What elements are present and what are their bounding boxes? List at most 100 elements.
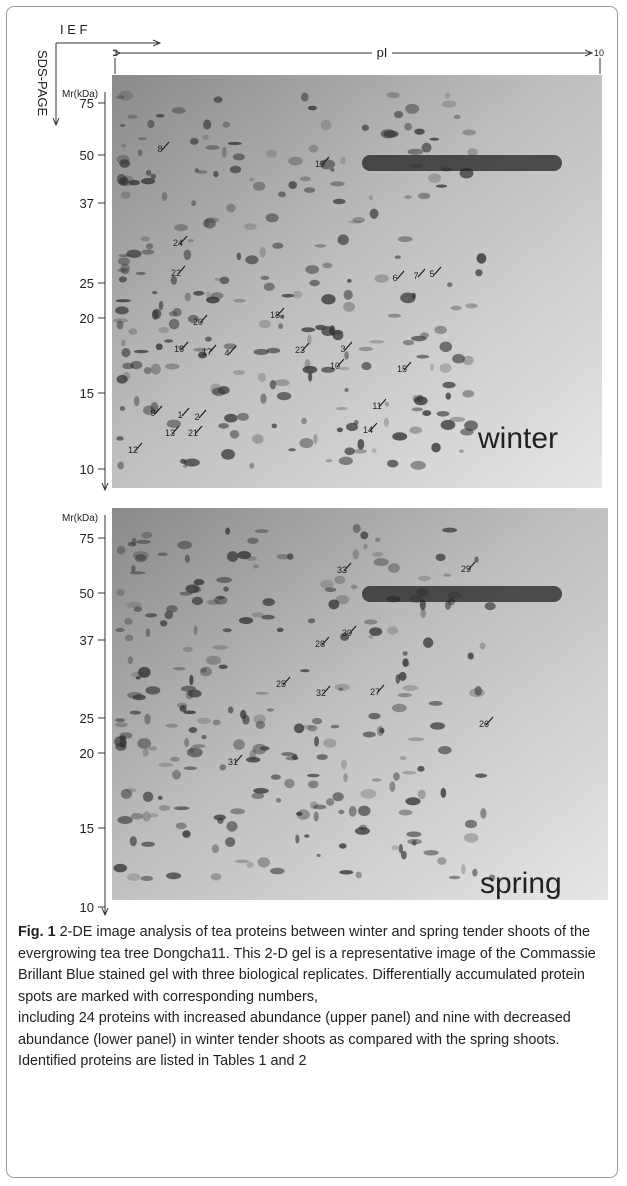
gel-spot [127, 873, 141, 881]
gel-spot [460, 428, 474, 436]
gel-spot [439, 363, 452, 373]
gel-spot [120, 191, 131, 199]
gel-spot [119, 732, 133, 739]
spot-pointer [234, 754, 243, 764]
spot-pointer [343, 562, 352, 572]
spot-pointer [403, 361, 412, 371]
gel-spot [350, 584, 358, 590]
gel-spot [138, 666, 151, 678]
gel-spot [172, 769, 182, 780]
gel-spot [127, 114, 138, 119]
gel-spot [320, 119, 332, 131]
gel-spot [337, 234, 349, 246]
gel-spot [141, 178, 156, 185]
gel-spot [295, 834, 300, 844]
spot-pointer [154, 405, 163, 415]
gel-spot [133, 606, 143, 612]
spot-label: 30 [342, 628, 352, 638]
gel-spot [275, 798, 282, 803]
gel-spot [187, 239, 195, 243]
gel-spot [164, 339, 174, 343]
gel-spot [400, 292, 416, 304]
gel-spot [116, 436, 124, 441]
gel-spot [443, 573, 452, 577]
gel-spot [183, 766, 197, 771]
spot-label: 12 [128, 445, 138, 455]
mr-tick-label: 50 [80, 148, 94, 163]
gel-spot [308, 144, 319, 153]
gel-spot [244, 223, 257, 231]
gel-spot [402, 339, 415, 346]
gel-spot [204, 336, 212, 342]
gel-spot [234, 859, 249, 864]
gel-spot [124, 618, 133, 625]
gel-spot [137, 738, 152, 749]
gel-spot [447, 282, 453, 288]
spot-pointer [198, 409, 207, 419]
gel-spot [362, 731, 376, 738]
gel-spot [393, 772, 400, 781]
gel-spot [117, 815, 133, 824]
spot-label: 21 [188, 428, 198, 438]
gel-spot [336, 427, 343, 433]
gel-spot [368, 712, 381, 720]
gel-spot [332, 329, 344, 341]
gel-spot [462, 389, 475, 398]
gel-spot [213, 814, 226, 821]
gel-spot [368, 634, 374, 639]
gel-spot [206, 655, 222, 666]
gel-spot [445, 392, 451, 400]
gel-spot [395, 674, 401, 684]
gel-spot [438, 745, 452, 755]
gel-spot [439, 341, 453, 353]
gel-spot [441, 100, 457, 108]
spot-pointer [171, 425, 180, 435]
gel-spot [232, 153, 245, 161]
gel-spot [133, 396, 140, 407]
gel-spot [430, 722, 445, 730]
gel-spot [245, 556, 257, 561]
gel-spot [358, 805, 371, 817]
gel-spot [214, 277, 221, 282]
gel-spot [397, 693, 412, 698]
gel-spot [210, 873, 222, 881]
spot-pointer [177, 265, 186, 275]
gel-spot [251, 612, 264, 618]
gel-spot [309, 279, 320, 287]
gel-spot [338, 687, 344, 691]
gel-spot [373, 558, 389, 567]
gel-spot [301, 327, 316, 333]
gel-spot [237, 551, 252, 560]
gel-spot [158, 326, 170, 334]
gel-spot [352, 216, 366, 224]
gel-spot [135, 554, 147, 563]
gel-spot [219, 764, 227, 771]
gel-spot [141, 531, 153, 539]
mr-label: Mr(kDa) [62, 513, 98, 524]
gel-spot [135, 271, 146, 276]
gel-spot [398, 671, 407, 682]
gel-spot [207, 599, 220, 606]
gel-spot [345, 422, 359, 432]
caption-label: Fig. 1 [18, 924, 56, 940]
caption-p1: Fig. 1 2-DE image analysis of tea protei… [18, 922, 610, 1008]
gel-spot [120, 788, 132, 799]
gel-spot [216, 576, 232, 583]
gel-spot [321, 366, 336, 373]
gel-spot [364, 619, 378, 625]
spot-pointer [322, 685, 331, 695]
spot-label: 16 [174, 344, 184, 354]
gel-spot [172, 308, 182, 317]
gel-spot [269, 867, 285, 875]
gel-spot [168, 318, 180, 330]
gel-spot [417, 765, 425, 772]
gel-spot [213, 595, 228, 605]
gel-spot [399, 755, 407, 761]
gel-spot [262, 598, 275, 607]
gel-spot [402, 684, 419, 691]
spot-label: 11 [372, 401, 381, 411]
gel-spot [115, 718, 126, 723]
spot-pointer [199, 314, 208, 324]
spot-label: 26 [479, 719, 489, 729]
gel-spot [476, 253, 487, 264]
